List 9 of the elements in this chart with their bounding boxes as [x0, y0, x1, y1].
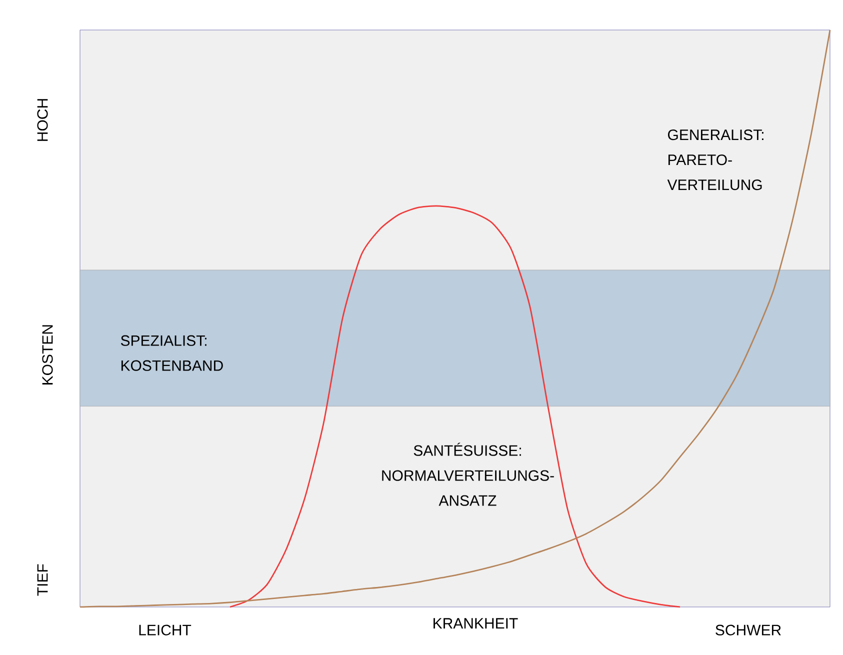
y-axis-title: KOSTEN	[42, 325, 53, 384]
text: TIEF	[37, 564, 48, 596]
annotation: SANTÉSUISSE: NORMALVERTEILUNGS-ANSATZ	[382, 442, 554, 506]
text: LEICHT	[139, 624, 192, 636]
x-axis-title: KRANKHEIT	[434, 618, 518, 629]
text: HOCH	[37, 99, 48, 141]
text: SCHWER	[716, 624, 781, 636]
annotation: SPEZIALIST: KOSTENBAND	[120, 335, 223, 371]
annotation: GENERALIST: PARETO-VERTEILUNG	[667, 130, 764, 190]
